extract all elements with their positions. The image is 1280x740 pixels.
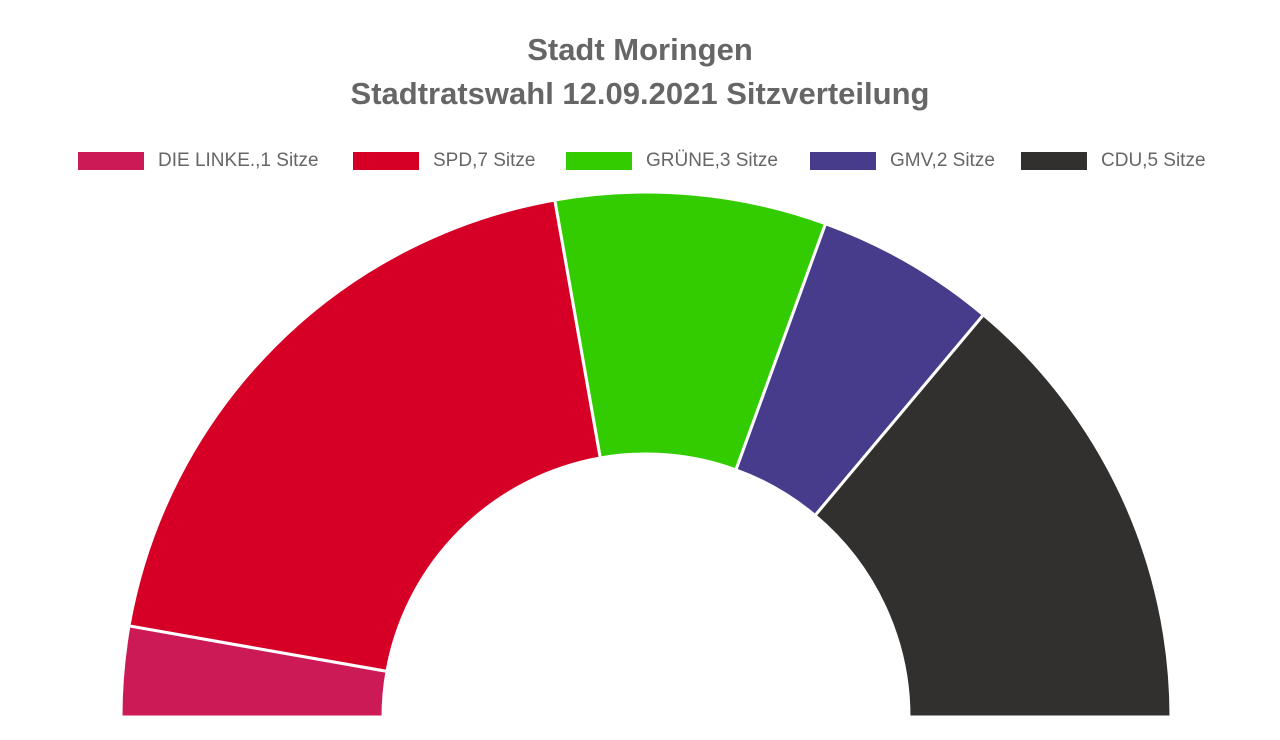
legend-item-spd[interactable]: SPD,7 Sitze [353, 146, 535, 176]
legend-label: GRÜNE,3 Sitze [646, 150, 778, 171]
chart-legend: DIE LINKE.,1 Sitze SPD,7 Sitze GRÜNE,3 S… [0, 146, 1280, 176]
legend-swatch [1021, 152, 1087, 170]
legend-label: GMV,2 Sitze [890, 150, 995, 171]
legend-label: SPD,7 Sitze [433, 150, 536, 171]
legend-swatch [810, 152, 876, 170]
legend-item-gruene[interactable]: GRÜNE,3 Sitze [566, 146, 778, 176]
legend-item-cdu[interactable]: CDU,5 Sitze [1021, 146, 1206, 176]
legend-label: CDU,5 Sitze [1101, 150, 1206, 171]
chart-subtitle: Stadtratswahl 12.09.2021 Sitzverteilung [350, 76, 930, 111]
legend-item-die-linke[interactable]: DIE LINKE.,1 Sitze [78, 146, 319, 176]
legend-item-gmv[interactable]: GMV,2 Sitze [810, 146, 995, 176]
slice-spd[interactable] [127, 198, 603, 674]
legend-swatch [78, 152, 144, 170]
slice-cdu[interactable] [812, 312, 1173, 719]
legend-swatch [566, 152, 632, 170]
legend-label: DIE LINKE.,1 Sitze [158, 150, 319, 171]
chart-title: Stadt Moringen [527, 32, 753, 67]
legend-swatch [353, 152, 419, 170]
